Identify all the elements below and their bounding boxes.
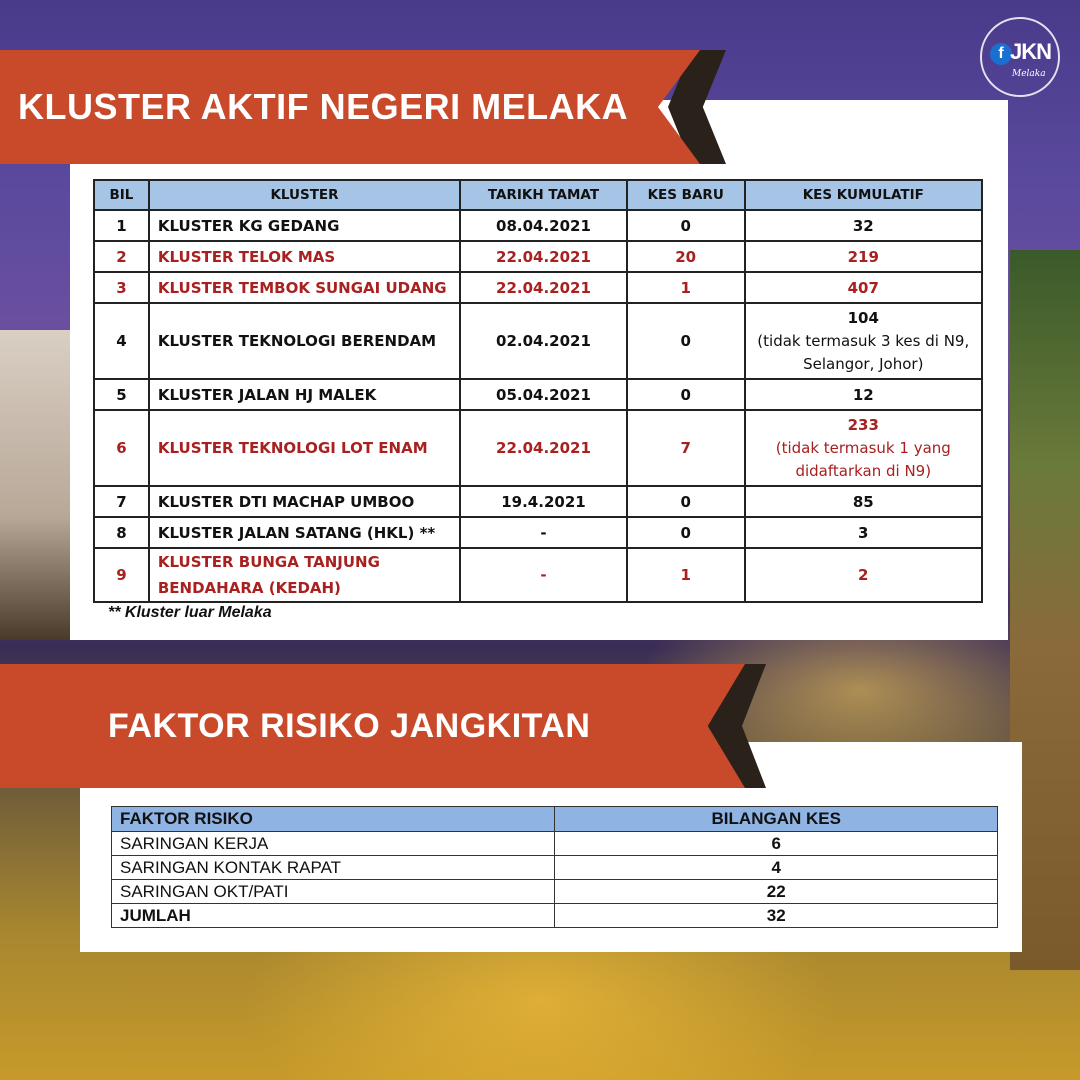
cell-kluster: KLUSTER BUNGA TANJUNG BENDAHARA (KEDAH) — [147, 547, 462, 603]
cell-baru: 7 — [625, 409, 746, 487]
header-bilangan-kes: BILANGAN KES — [554, 806, 998, 832]
table-row: 6 KLUSTER TEKNOLOGI LOT ENAM 22.04.2021 … — [93, 409, 984, 487]
cell-baru: 0 — [625, 516, 746, 549]
cell-bilangan: 22 — [554, 879, 998, 904]
cluster-title: KLUSTER AKTIF NEGERI MELAKA — [18, 86, 629, 127]
cell-kluster: KLUSTER TELOK MAS — [147, 240, 462, 273]
cell-kluster: KLUSTER JALAN SATANG (HKL) ** — [147, 516, 462, 549]
cell-faktor: SARINGAN KONTAK RAPAT — [110, 855, 556, 880]
table-row: 4 KLUSTER TEKNOLOGI BERENDAM 02.04.2021 … — [93, 302, 984, 380]
cell-tarikh: 08.04.2021 — [459, 209, 628, 242]
cell-kumulatif: 3 — [743, 516, 984, 549]
cell-kumulatif: 219 — [743, 240, 984, 273]
cell-tarikh: 22.04.2021 — [459, 271, 628, 304]
cell-bil: 7 — [93, 485, 150, 518]
cell-tarikh: - — [459, 547, 628, 603]
cell-bil: 2 — [93, 240, 150, 273]
table-row: 2 KLUSTER TELOK MAS 22.04.2021 20 219 — [93, 240, 984, 273]
cell-tarikh: 22.04.2021 — [459, 409, 628, 487]
header-kluster: KLUSTER — [147, 179, 462, 211]
table-row: 1 KLUSTER KG GEDANG 08.04.2021 0 32 — [93, 209, 984, 242]
cell-kluster: KLUSTER TEKNOLOGI BERENDAM — [147, 302, 462, 380]
cell-faktor: SARINGAN KERJA — [110, 831, 556, 856]
cell-tarikh: - — [459, 516, 628, 549]
cell-baru: 0 — [625, 485, 746, 518]
cell-bil: 5 — [93, 378, 150, 411]
table-row: 3 KLUSTER TEMBOK SUNGAI UDANG 22.04.2021… — [93, 271, 984, 304]
cell-tarikh: 22.04.2021 — [459, 240, 628, 273]
cell-kumulatif: 104 (tidak termasuk 3 kes di N9, Selango… — [743, 302, 984, 380]
cell-bil: 6 — [93, 409, 150, 487]
cell-bilangan: 4 — [554, 855, 998, 880]
cell-bil: 3 — [93, 271, 150, 304]
cluster-table: BIL KLUSTER TARIKH TAMAT KES BARU KES KU… — [93, 179, 984, 603]
table-row: 9 KLUSTER BUNGA TANJUNG BENDAHARA (KEDAH… — [93, 547, 984, 603]
cell-tarikh: 19.4.2021 — [459, 485, 628, 518]
risk-banner: FAKTOR RISIKO JANGKITAN — [0, 664, 745, 788]
cell-kumulatif: 85 — [743, 485, 984, 518]
cell-baru: 1 — [625, 271, 746, 304]
cell-bilangan-total: 32 — [554, 903, 998, 928]
jkn-logo: f JKN Melaka — [980, 17, 1060, 97]
cell-baru: 1 — [625, 547, 746, 603]
cell-kumulatif: 233 (tidak termasuk 1 yang didaftarkan d… — [743, 409, 984, 487]
cluster-footnote: ** Kluster luar Melaka — [108, 604, 272, 621]
table-row: 5 KLUSTER JALAN HJ MALEK 05.04.2021 0 12 — [93, 378, 984, 411]
cell-bil: 9 — [93, 547, 150, 603]
cell-bil: 1 — [93, 209, 150, 242]
header-faktor-risiko: FAKTOR RISIKO — [110, 806, 556, 832]
cell-tarikh: 02.04.2021 — [459, 302, 628, 380]
cell-kumulatif: 2 — [743, 547, 984, 603]
cell-bilangan: 6 — [554, 831, 998, 856]
cell-kumulatif: 12 — [743, 378, 984, 411]
header-bil: BIL — [93, 179, 150, 211]
facebook-icon: f — [990, 43, 1012, 65]
cell-kluster: KLUSTER TEMBOK SUNGAI UDANG — [147, 271, 462, 304]
logo-text: JKN — [1010, 39, 1052, 64]
cell-kumulatif-note: (tidak termasuk 3 kes di N9, Selangor, J… — [757, 331, 970, 373]
cell-baru: 0 — [625, 378, 746, 411]
table-row: 8 KLUSTER JALAN SATANG (HKL) ** - 0 3 — [93, 516, 984, 549]
risk-table: FAKTOR RISIKO BILANGAN KES SARINGAN KERJ… — [110, 806, 998, 928]
cell-baru: 20 — [625, 240, 746, 273]
cell-faktor: SARINGAN OKT/PATI — [110, 879, 556, 904]
cell-kluster: KLUSTER DTI MACHAP UMBOO — [147, 485, 462, 518]
header-kes-baru: KES BARU — [625, 179, 746, 211]
cell-kluster: KLUSTER JALAN HJ MALEK — [147, 378, 462, 411]
cell-bil: 8 — [93, 516, 150, 549]
table-row: 7 KLUSTER DTI MACHAP UMBOO 19.4.2021 0 8… — [93, 485, 984, 518]
table-row: SARINGAN OKT/PATI 22 — [110, 879, 998, 904]
cell-kluster: KLUSTER TEKNOLOGI LOT ENAM — [147, 409, 462, 487]
cell-kumulatif-value: 233 — [847, 415, 879, 434]
header-kes-kumulatif: KES KUMULATIF — [743, 179, 984, 211]
cell-faktor-total: JUMLAH — [110, 903, 556, 928]
cell-kluster: KLUSTER KG GEDANG — [147, 209, 462, 242]
cell-kumulatif-note: (tidak termasuk 1 yang didaftarkan di N9… — [775, 438, 951, 480]
cell-kumulatif-value: 104 — [847, 308, 879, 327]
cell-baru: 0 — [625, 302, 746, 380]
table-row: JUMLAH 32 — [110, 903, 998, 928]
table-row: SARINGAN KONTAK RAPAT 4 — [110, 855, 998, 880]
table-header-row: BIL KLUSTER TARIKH TAMAT KES BARU KES KU… — [93, 179, 984, 211]
cell-tarikh: 05.04.2021 — [459, 378, 628, 411]
cell-kumulatif: 407 — [743, 271, 984, 304]
table-header-row: FAKTOR RISIKO BILANGAN KES — [110, 806, 998, 832]
risk-title: FAKTOR RISIKO JANGKITAN — [108, 706, 591, 745]
logo-subtext: Melaka — [1012, 69, 1046, 79]
cell-bil: 4 — [93, 302, 150, 380]
header-tarikh-tamat: TARIKH TAMAT — [459, 179, 628, 211]
cell-kumulatif: 32 — [743, 209, 984, 242]
cell-baru: 0 — [625, 209, 746, 242]
background-building-left — [0, 330, 75, 640]
table-row: SARINGAN KERJA 6 — [110, 831, 998, 856]
cluster-banner: KLUSTER AKTIF NEGERI MELAKA — [0, 50, 700, 164]
